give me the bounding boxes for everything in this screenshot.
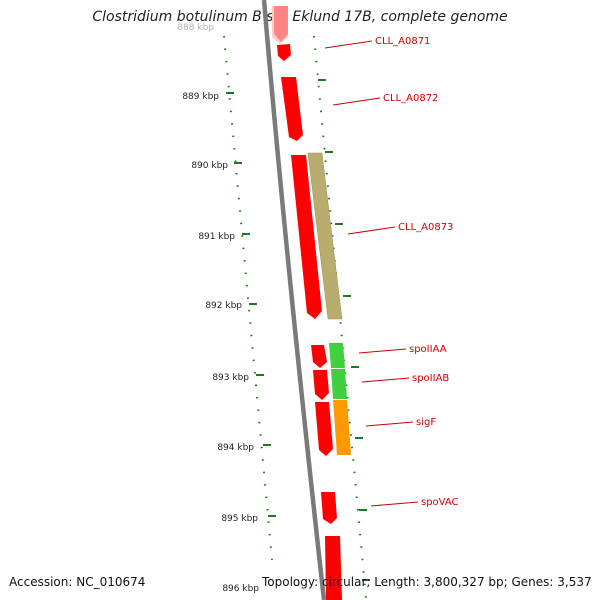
cog-block-orange: [333, 400, 351, 455]
gene-cds: [325, 536, 342, 600]
scale-label: 896 kbp: [222, 584, 259, 594]
cog-block-green: [331, 369, 347, 399]
gene-label: spoIIAA: [409, 344, 447, 355]
scale-label: 889 kbp: [182, 92, 219, 102]
scale-label: 894 kbp: [217, 443, 254, 453]
leader-line: [361, 377, 410, 383]
gene-label: sigF: [416, 417, 436, 428]
inner-tick-ring: [223, 35, 273, 561]
gene-label: spoVAC: [421, 497, 459, 508]
accession-text: Accession: NC_010674: [9, 575, 146, 589]
leader-line: [347, 226, 396, 235]
cog-track: [307, 152, 351, 455]
leader-line: [324, 40, 373, 49]
gene-cds: [274, 6, 288, 42]
leader-line: [332, 97, 381, 106]
gene-cds: [313, 370, 329, 400]
gene-label: spoIIAB: [412, 373, 449, 384]
map-title: Clostridium botulinum B str. Eklund 17B,…: [92, 9, 508, 25]
scale-label: 895 kbp: [221, 514, 258, 524]
leader-line: [358, 348, 407, 354]
gene-label: CLL_A0873: [398, 222, 453, 233]
outer-major-ticks: [318, 79, 370, 581]
genome-backbone: [261, 0, 327, 600]
gene-cds: [321, 492, 337, 524]
gene-cds: [311, 345, 327, 368]
gene-label: CLL_A0872: [383, 93, 438, 104]
scale-label: 891 kbp: [198, 232, 235, 242]
cog-block-green: [329, 343, 345, 368]
gene-cds: [277, 44, 291, 61]
cds-track: [272, 6, 342, 600]
leader-line: [370, 501, 419, 507]
topology-text: Topology: circular; Length: 3,800,327 bp…: [262, 575, 592, 589]
gene-cds: [281, 77, 303, 141]
scale-label: 890 kbp: [191, 161, 228, 171]
inner-major-ticks: [226, 92, 276, 517]
leader-line: [365, 421, 414, 427]
scale-label: 888 kbp: [177, 23, 214, 33]
gene-cds: [315, 402, 333, 456]
gene-label: CLL_A0871: [375, 36, 430, 47]
scale-label: 893 kbp: [212, 373, 249, 383]
cog-block-olive: [307, 152, 343, 320]
gene-cds: [272, 6, 288, 44]
gene-cds: [291, 155, 322, 319]
scale-label: 892 kbp: [205, 301, 242, 311]
